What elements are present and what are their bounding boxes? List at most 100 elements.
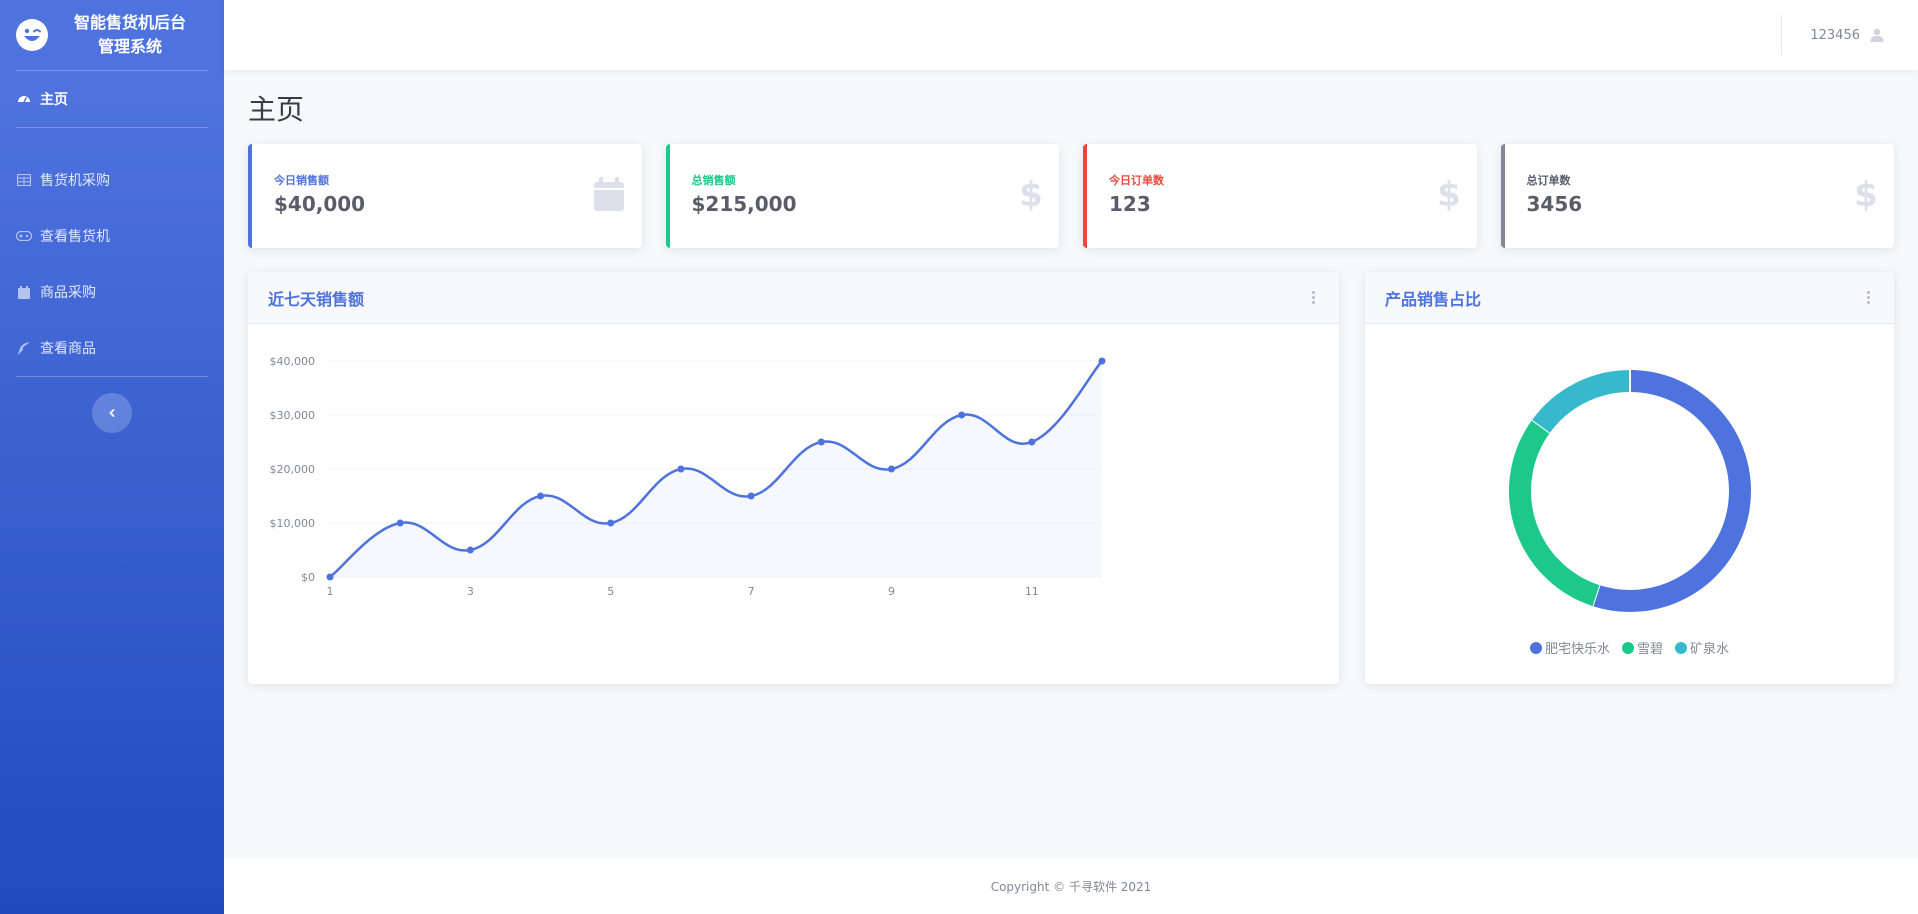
sidebar-item-home[interactable]: 主页 [0, 71, 224, 127]
stat-cards: 今日销售额 $40,000 总销售额 $215,000 $ 今日订单数 123 … [248, 144, 1894, 248]
sidebar-item-view-machines[interactable]: 查看售货机 [0, 208, 224, 264]
calendar-icon [593, 177, 624, 215]
dollar-icon: $ [1019, 175, 1043, 216]
laugh-wink-icon [16, 19, 48, 51]
user-name: 123456 [1810, 27, 1860, 43]
x-tick-label: 1 [327, 585, 334, 598]
pie-slice[interactable] [1592, 370, 1751, 612]
gamepad-icon [16, 228, 32, 244]
brand-title-line1: 智能售货机后台 [73, 13, 186, 32]
more-vertical-icon[interactable] [1863, 287, 1874, 308]
sidebar-item-label: 查看售货机 [40, 229, 110, 245]
stat-card-total-sales: 总销售额 $215,000 $ [665, 144, 1059, 248]
topbar: 123456 [224, 0, 1918, 70]
pie-chart-panel: 产品销售占比 肥宅快乐水 雪碧 矿泉水 [1365, 272, 1894, 684]
copyright-text: Copyright © 千寻软件 2021 [990, 880, 1152, 894]
y-tick-label: $40,000 [270, 355, 316, 368]
data-point[interactable] [396, 519, 404, 527]
stat-value: 3456 [1526, 192, 1583, 216]
svg-text:$: $ [1021, 176, 1041, 212]
legend-swatch [1675, 641, 1687, 654]
slice-separator [1591, 584, 1601, 607]
sidebar-item-label: 商品采购 [40, 285, 96, 301]
stat-value: 123 [1109, 192, 1151, 216]
sidebar-toggle-button[interactable] [92, 393, 132, 433]
y-tick-label: $30,000 [270, 409, 316, 422]
data-point[interactable] [466, 546, 474, 554]
legend-swatch [1621, 641, 1634, 654]
data-point[interactable] [1098, 357, 1106, 365]
data-point[interactable] [887, 465, 895, 473]
legend-item[interactable]: 矿泉水 [1675, 638, 1729, 657]
page-title: 主页 [248, 93, 305, 126]
legend-label: 矿泉水 [1690, 642, 1730, 657]
sidebar-item-label: 查看商品 [40, 341, 96, 357]
panel-header: 近七天销售额 [248, 272, 1339, 324]
x-tick-label: 11 [1025, 585, 1039, 598]
y-tick-label: $20,000 [270, 463, 316, 476]
stat-value: $40,000 [274, 192, 366, 216]
line-chart-body: $0 $10,000 $20,000 $30,000 $40,000 1 3 5 7 9 11 [248, 324, 1339, 684]
data-point[interactable] [607, 519, 615, 527]
data-point[interactable] [677, 465, 685, 473]
pie-chart-body: 肥宅快乐水 雪碧 矿泉水 [1365, 324, 1894, 684]
donut-chart [1509, 370, 1751, 612]
data-point[interactable] [1028, 438, 1036, 446]
sidebar-item-goods-purchase[interactable]: 商品采购 [0, 264, 224, 320]
sidebar-divider [16, 70, 208, 71]
sidebar-divider [16, 127, 208, 128]
y-tick-label: $10,000 [270, 517, 316, 530]
brand[interactable]: 智能售货机后台 管理系统 [0, 0, 224, 70]
area-fill [330, 361, 1102, 577]
user-dropdown[interactable]: 123456 [1810, 28, 1884, 43]
data-point[interactable] [326, 573, 334, 581]
sidebar-item-label: 售货机采购 [40, 173, 110, 189]
y-tick-label: $0 [301, 571, 315, 584]
sidebar-divider [16, 376, 208, 377]
svg-text:$: $ [1439, 176, 1459, 212]
pie-slice[interactable] [1509, 419, 1600, 607]
data-point[interactable] [817, 438, 825, 446]
legend-item[interactable]: 雪碧 [1621, 638, 1663, 657]
x-tick-label: 5 [607, 585, 614, 598]
line-chart-panel: 近七天销售额 $0 $10,000 $20,000 $30,000 $40,000 1 3 5… [248, 272, 1339, 684]
stat-label: 总销售额 [691, 174, 736, 187]
stat-card-today-sales: 今日销售额 $40,000 [248, 144, 642, 248]
legend-swatch [1529, 641, 1542, 654]
x-tick-label: 7 [748, 585, 755, 598]
data-point[interactable] [958, 411, 966, 419]
sidebar-item-label: 主页 [40, 92, 68, 108]
stat-label: 今日销售额 [274, 174, 329, 187]
topbar-divider [1781, 15, 1783, 55]
footer: Copyright © 千寻软件 2021 [224, 859, 1918, 914]
sidebar-item-machine-purchase[interactable]: 售货机采购 [0, 152, 224, 208]
panel-title: 近七天销售额 [268, 289, 365, 309]
stat-value: $215,000 [691, 192, 797, 216]
dollar-icon: $ [1437, 175, 1461, 216]
legend-label: 肥宅快乐水 [1544, 642, 1610, 657]
data-point[interactable] [747, 492, 755, 500]
sidebar: 智能售货机后台 管理系统 主页 售货机采购 查看售货机 商品采购 查看商品 [0, 0, 224, 914]
legend-item[interactable]: 肥宅快乐水 [1529, 638, 1610, 657]
table-icon [16, 172, 32, 188]
pie-slice[interactable] [1532, 370, 1631, 434]
chevron-left-icon [109, 409, 115, 417]
stat-card-total-orders: 总订单数 3456 $ [1500, 144, 1894, 248]
more-vertical-icon[interactable] [1308, 287, 1319, 308]
line-chart: $0 $10,000 $20,000 $30,000 $40,000 1 3 5 7 9 11 [270, 355, 1106, 598]
x-tick-label: 3 [467, 585, 474, 598]
svg-text:$: $ [1856, 176, 1876, 212]
sidebar-item-view-goods[interactable]: 查看商品 [0, 320, 224, 376]
main-content: 主页 今日销售额 $40,000 总销售额 $215,000 $ 今日订单数 1… [224, 70, 1918, 859]
dollar-icon: $ [1854, 175, 1878, 216]
charts-row: 近七天销售额 $0 $10,000 $20,000 $30,000 $40,000 1 3 5… [248, 272, 1894, 684]
legend-label: 雪碧 [1636, 642, 1663, 657]
stat-label: 今日订单数 [1109, 174, 1164, 187]
x-tick-label: 9 [888, 585, 895, 598]
user-icon [1870, 28, 1884, 42]
data-point[interactable] [537, 492, 545, 500]
brand-title: 智能售货机后台 管理系统 [48, 11, 208, 59]
chart-legend: 肥宅快乐水 雪碧 矿泉水 [1365, 638, 1894, 657]
calendar-icon [16, 284, 32, 300]
tachometer-icon [16, 91, 32, 107]
